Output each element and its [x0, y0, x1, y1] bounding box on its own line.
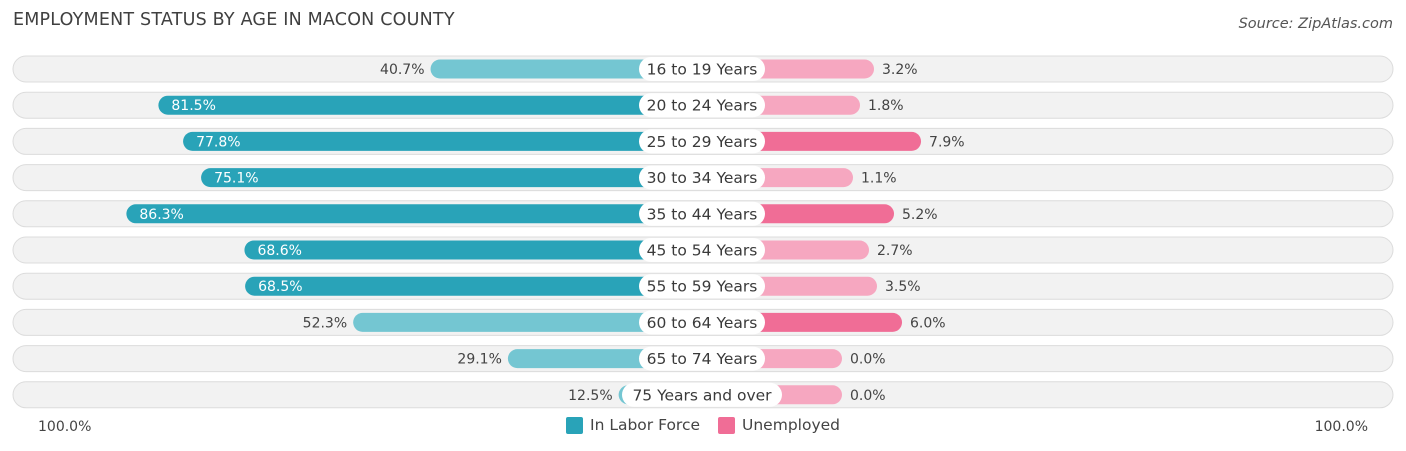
category-label: 25 to 29 Years — [647, 133, 758, 151]
unemployed-value-label: 3.5% — [885, 279, 921, 295]
labor-value-label: 40.7% — [380, 62, 424, 78]
labor-value-label: 77.8% — [196, 134, 240, 150]
unemployed-value-label: 1.1% — [861, 171, 897, 187]
labor-value-label: 12.5% — [568, 388, 612, 404]
chart-title: EMPLOYMENT STATUS BY AGE IN MACON COUNTY — [13, 10, 455, 30]
category-label: 65 to 74 Years — [647, 350, 758, 368]
category-pill — [639, 57, 765, 81]
unemployed-value-label: 6.0% — [910, 315, 946, 331]
category-pill — [639, 93, 765, 118]
legend-item-labor[interactable]: In Labor Force — [566, 416, 700, 434]
legend-label-unemployed: Unemployed — [742, 416, 840, 434]
category-pill — [639, 129, 765, 154]
unemployed-value-label: 0.0% — [850, 352, 886, 368]
labor-value-label: 29.1% — [457, 352, 501, 368]
unemployed-value-label: 0.0% — [850, 388, 886, 404]
legend-item-unemployed[interactable]: Unemployed — [718, 416, 840, 434]
labor-bar — [353, 312, 702, 332]
axis-left-label: 100.0% — [38, 419, 92, 435]
category-pill — [639, 238, 765, 262]
labor-bar — [245, 276, 703, 296]
category-label: 30 to 34 Years — [647, 169, 758, 187]
category-label: 75 Years and over — [632, 386, 772, 404]
axis-right-label: 100.0% — [1314, 419, 1368, 435]
labor-value-label: 75.1% — [214, 171, 258, 187]
category-label: 60 to 64 Years — [647, 314, 758, 332]
category-pill — [639, 346, 765, 371]
labor-bar — [158, 95, 702, 115]
source-credit: Source: ZipAtlas.com — [1238, 16, 1393, 32]
category-pill — [639, 165, 765, 190]
unemployed-value-label: 5.2% — [902, 207, 938, 223]
labor-bar — [183, 131, 703, 151]
labor-value-label: 81.5% — [171, 98, 215, 114]
labor-bar — [126, 204, 702, 224]
labor-bar — [430, 59, 702, 79]
legend-swatch-labor — [566, 416, 583, 434]
unemployed-value-label: 3.2% — [882, 62, 918, 78]
category-label: 55 to 59 Years — [647, 278, 758, 296]
labor-bar — [201, 168, 702, 188]
category-pill — [639, 310, 765, 335]
category-pill — [622, 382, 782, 407]
labor-value-label: 68.6% — [257, 243, 301, 259]
unemployed-value-label: 7.9% — [929, 134, 965, 150]
category-label: 35 to 44 Years — [647, 205, 758, 223]
category-label: 20 to 24 Years — [647, 97, 758, 115]
labor-value-label: 52.3% — [303, 315, 347, 331]
category-pill — [639, 201, 765, 226]
unemployed-value-label: 2.7% — [877, 243, 913, 259]
category-label: 45 to 54 Years — [647, 242, 758, 260]
legend-swatch-unemployed — [718, 416, 736, 434]
labor-value-label: 68.5% — [258, 279, 302, 295]
legend-label-labor: In Labor Force — [590, 416, 701, 434]
category-label: 16 to 19 Years — [647, 61, 758, 79]
category-pill — [639, 274, 765, 299]
unemployed-value-label: 1.8% — [868, 98, 904, 114]
labor-value-label: 86.3% — [139, 207, 183, 223]
labor-bar — [244, 240, 703, 260]
legend: In Labor Force Unemployed — [0, 416, 1406, 434]
